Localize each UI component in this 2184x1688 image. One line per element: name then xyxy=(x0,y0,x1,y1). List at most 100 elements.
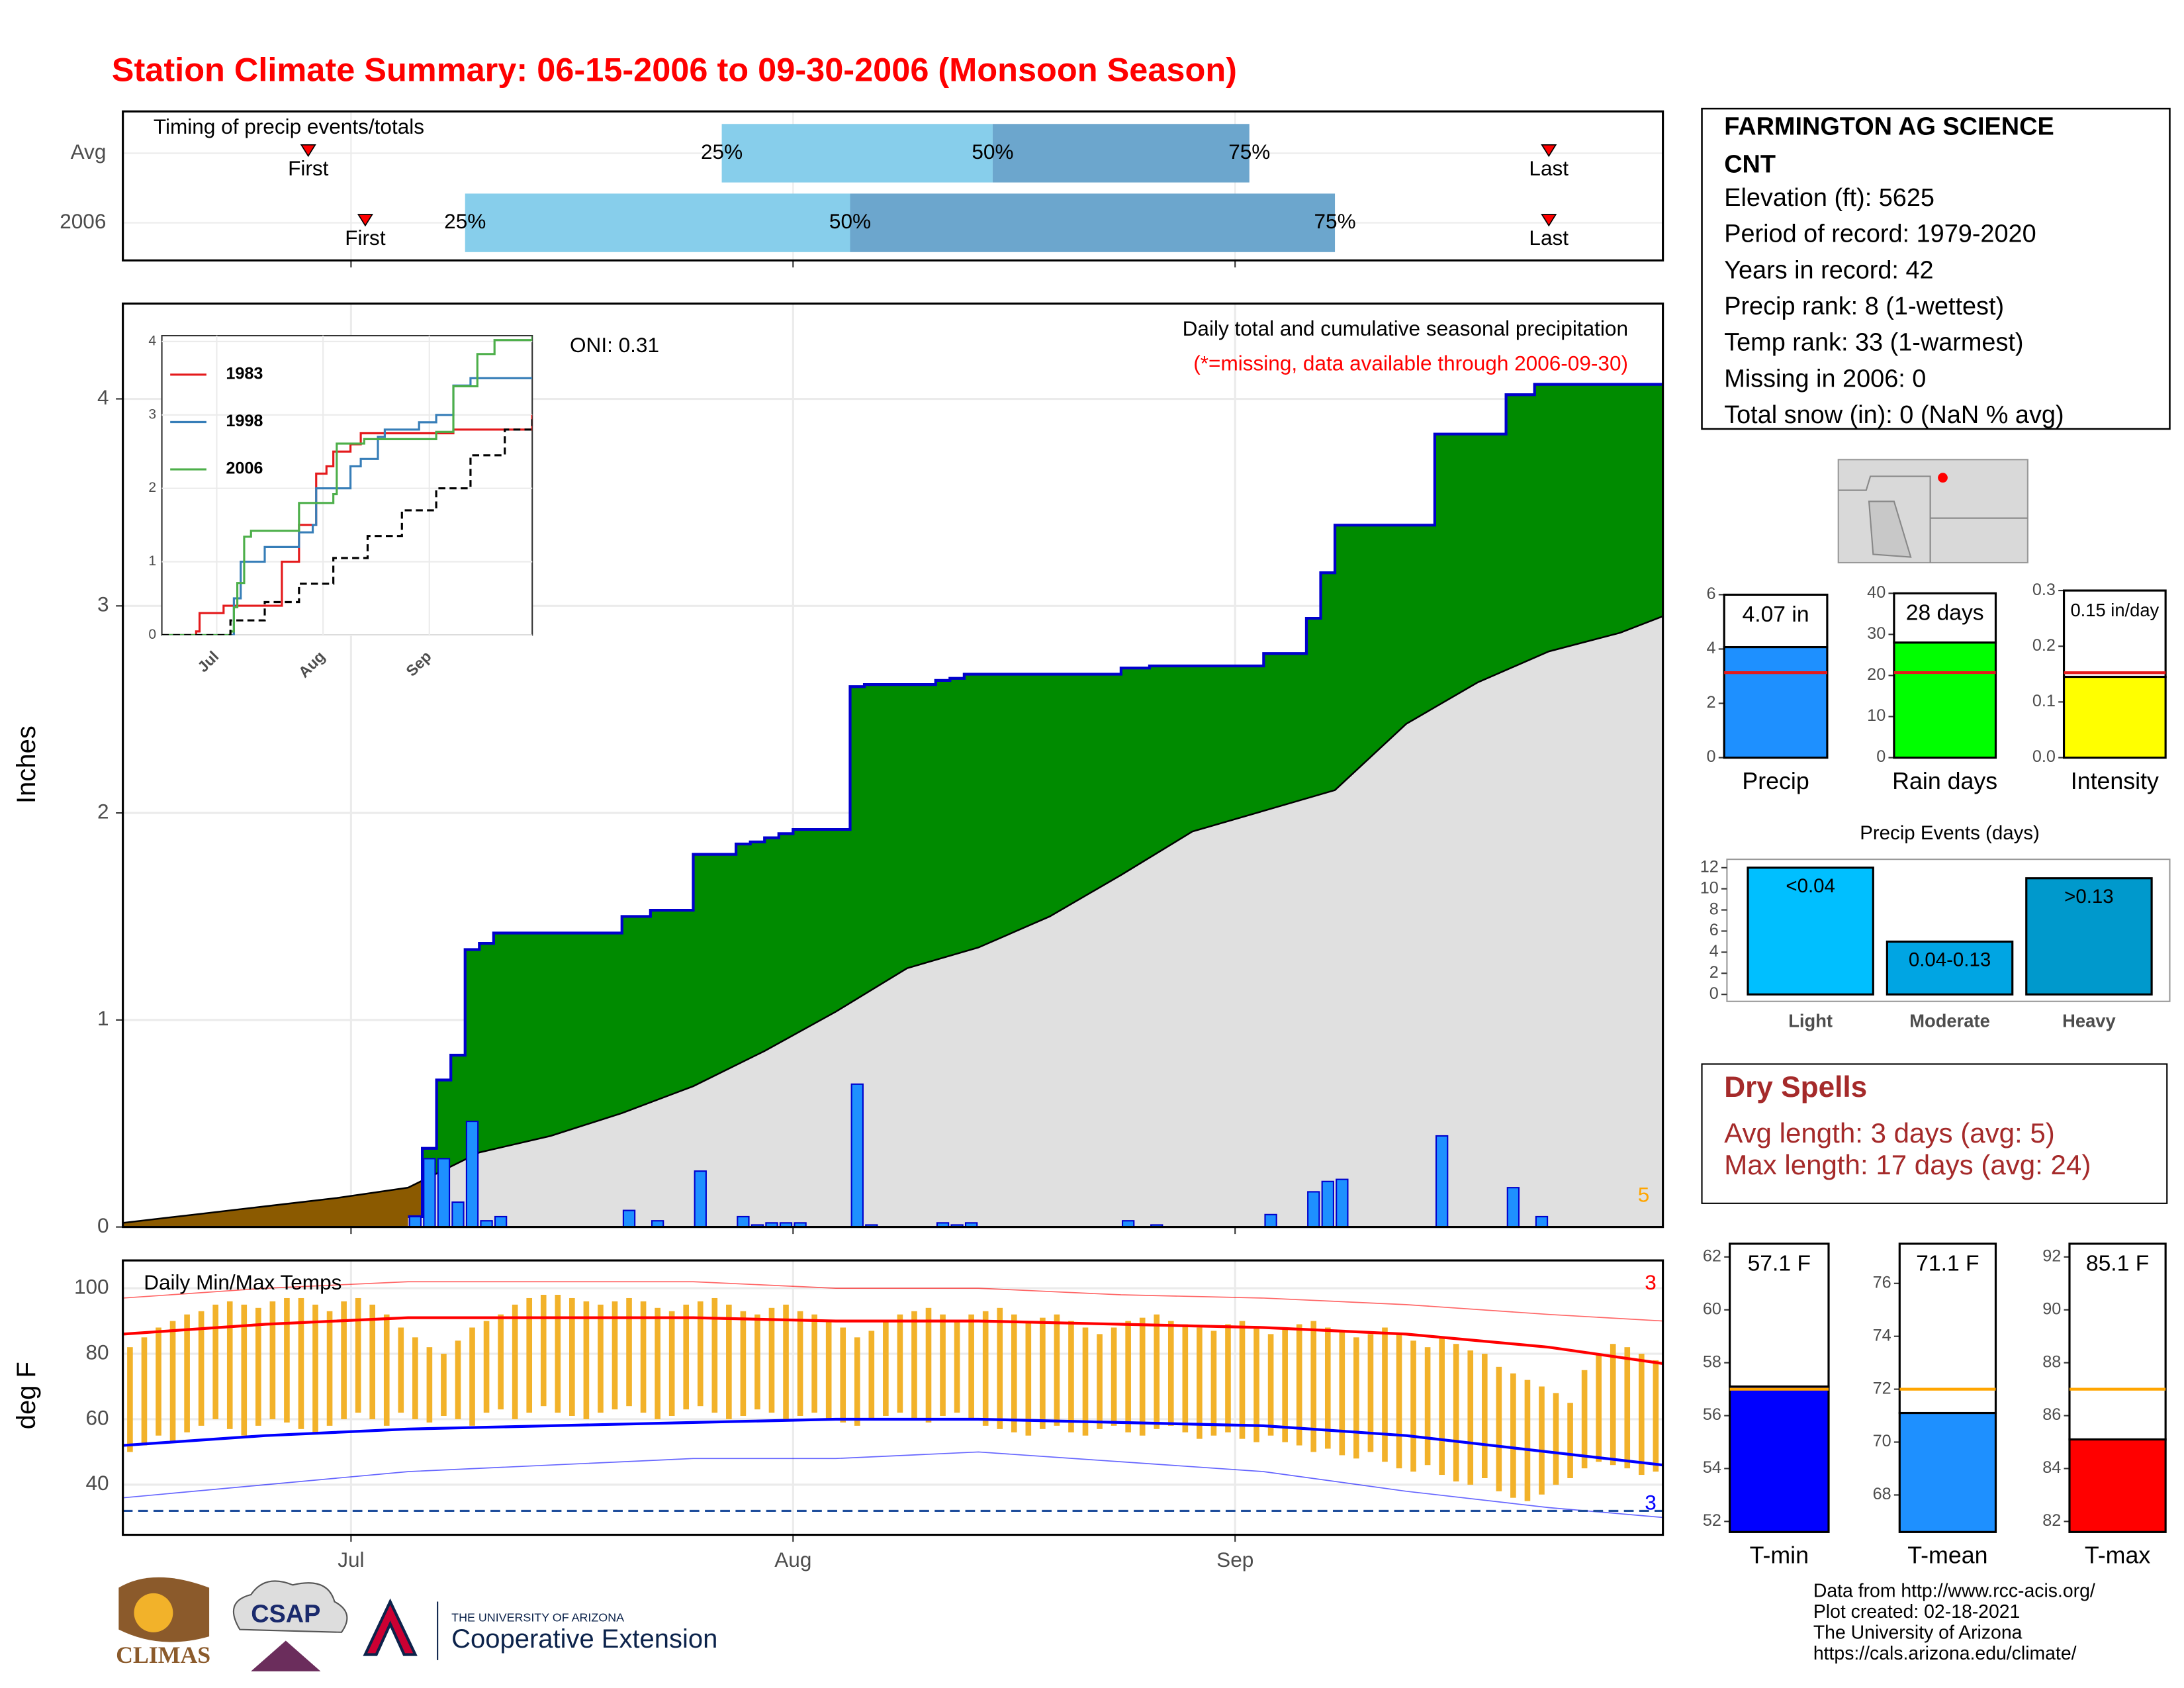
y-tick-label: 10 xyxy=(1700,878,1719,897)
y-tick-label: 84 xyxy=(2042,1458,2061,1477)
daily-bar xyxy=(1506,1187,1520,1228)
y-tick-label: 70 xyxy=(1873,1432,1891,1450)
temp-bar xyxy=(1296,1324,1302,1446)
temp-bar xyxy=(1225,1324,1231,1432)
legend-label: 2006 xyxy=(226,459,263,478)
y-tick-label: 0.1 xyxy=(2032,692,2056,710)
y-tick-label: 90 xyxy=(2042,1299,2061,1318)
category-label: Rain days xyxy=(1892,768,1997,794)
station-info: Precip rank: 8 (1-wettest) xyxy=(1724,293,2004,320)
y-tick-label: 76 xyxy=(1873,1273,1891,1291)
y-tick-label: 82 xyxy=(2042,1511,2061,1530)
value-box xyxy=(1729,1243,1830,1388)
temp-line xyxy=(122,1417,1663,1467)
temp-bar xyxy=(1396,1334,1402,1469)
temp-bar xyxy=(997,1307,1003,1429)
temp-bar xyxy=(298,1297,304,1429)
temp-bar xyxy=(1253,1327,1259,1442)
y-tick-label: 0.3 xyxy=(2032,581,2056,599)
footer-line: Plot created: 02-18-2021 xyxy=(1813,1601,2021,1622)
oni: ONI: 0.31 xyxy=(570,333,659,357)
y-tick-label: 52 xyxy=(1703,1511,1721,1530)
daily-bar xyxy=(694,1170,707,1228)
daily-bar xyxy=(1321,1180,1334,1228)
temp-bar xyxy=(341,1301,347,1419)
quartile-bar xyxy=(850,193,1336,252)
temp-bar xyxy=(982,1311,989,1426)
temp-bar xyxy=(127,1347,133,1452)
y-tick-label: 74 xyxy=(1873,1326,1891,1344)
dry-spells-panel xyxy=(1701,1063,2168,1204)
temp-bar xyxy=(1524,1380,1531,1501)
y-axis-label: Inches xyxy=(12,726,41,804)
y-tick-label: 0 xyxy=(148,627,156,642)
y-tick-label: 54 xyxy=(1703,1458,1721,1477)
temp-bar xyxy=(284,1297,290,1423)
y-tick-label: 0 xyxy=(1709,984,1719,1003)
temp-bar xyxy=(1011,1314,1017,1432)
y-tick-label: 72 xyxy=(1873,1379,1891,1397)
event-marker xyxy=(1541,144,1557,158)
temp-bar xyxy=(1638,1354,1645,1476)
y-tick-label: 60 xyxy=(1703,1299,1721,1318)
temp-bar xyxy=(269,1301,276,1419)
map-bg xyxy=(1837,459,2028,564)
y-tick-label: 86 xyxy=(2042,1405,2061,1424)
temp-bar xyxy=(526,1297,533,1413)
info-panel xyxy=(1701,107,2171,430)
value-label: 28 days xyxy=(1906,601,1984,626)
temp-line xyxy=(122,1316,1663,1365)
bar xyxy=(2062,675,2167,759)
y-tick-label: 30 xyxy=(1867,624,1886,643)
csap-cloud xyxy=(232,1580,348,1633)
temp-bar xyxy=(954,1321,960,1413)
temp-bar xyxy=(1154,1314,1160,1429)
temp-bar xyxy=(1082,1327,1089,1436)
footer-line: The University of Arizona xyxy=(1813,1622,2023,1643)
y-tick-label: 2 xyxy=(1707,693,1716,712)
daily-bar xyxy=(494,1215,508,1228)
temp-bar xyxy=(1367,1334,1374,1452)
y-tick-label: 3 xyxy=(148,406,156,422)
y-tick-label: 4 xyxy=(97,385,109,409)
temp-bar xyxy=(512,1304,518,1419)
value-box xyxy=(1723,593,1829,649)
quartile-bar xyxy=(465,193,850,252)
quartile-bar xyxy=(992,124,1250,183)
value-label: 57.1 F xyxy=(1748,1251,1811,1276)
temp-bar xyxy=(1539,1386,1545,1495)
temp-bar xyxy=(1596,1354,1602,1462)
y-tick-label: 56 xyxy=(1703,1405,1721,1424)
value-label: 0.15 in/day xyxy=(2070,600,2159,620)
y-tick-label: 68 xyxy=(1873,1485,1891,1503)
dry-spells-title: Dry Spells xyxy=(1724,1071,1867,1103)
temp-bar xyxy=(312,1304,318,1432)
value-box xyxy=(1898,1243,1997,1415)
y-tick-label: 0 xyxy=(1707,747,1716,766)
temp-bar xyxy=(540,1295,547,1407)
temp-bar xyxy=(883,1321,889,1417)
temp-bar xyxy=(441,1354,447,1417)
daily-bar xyxy=(437,1158,451,1228)
y-tick-label: 0 xyxy=(1876,747,1886,766)
temp-bar xyxy=(840,1327,846,1423)
temp-bar xyxy=(141,1337,148,1446)
temp-bar xyxy=(1025,1321,1032,1436)
temp-bar xyxy=(1068,1321,1074,1432)
record-count: 5 xyxy=(1638,1183,1650,1207)
y-tick-label: 12 xyxy=(1700,857,1719,876)
y-tick-label: 8 xyxy=(1709,900,1719,918)
temp-bar xyxy=(1167,1321,1174,1426)
temp-bar xyxy=(1510,1373,1516,1498)
temp-bar xyxy=(854,1337,860,1426)
panel-title: Precip Events (days) xyxy=(1860,822,2040,844)
temp-bar xyxy=(1111,1327,1117,1426)
x-tick-label: Sep xyxy=(1216,1548,1253,1571)
daily-bar xyxy=(1435,1135,1449,1228)
temp-bar xyxy=(469,1327,475,1426)
map-border xyxy=(1838,475,1931,563)
temp-bar xyxy=(940,1314,946,1417)
temp-bar xyxy=(483,1321,490,1413)
value-label: <0.04 xyxy=(1786,875,1835,897)
value-label: 85.1 F xyxy=(2086,1251,2149,1276)
